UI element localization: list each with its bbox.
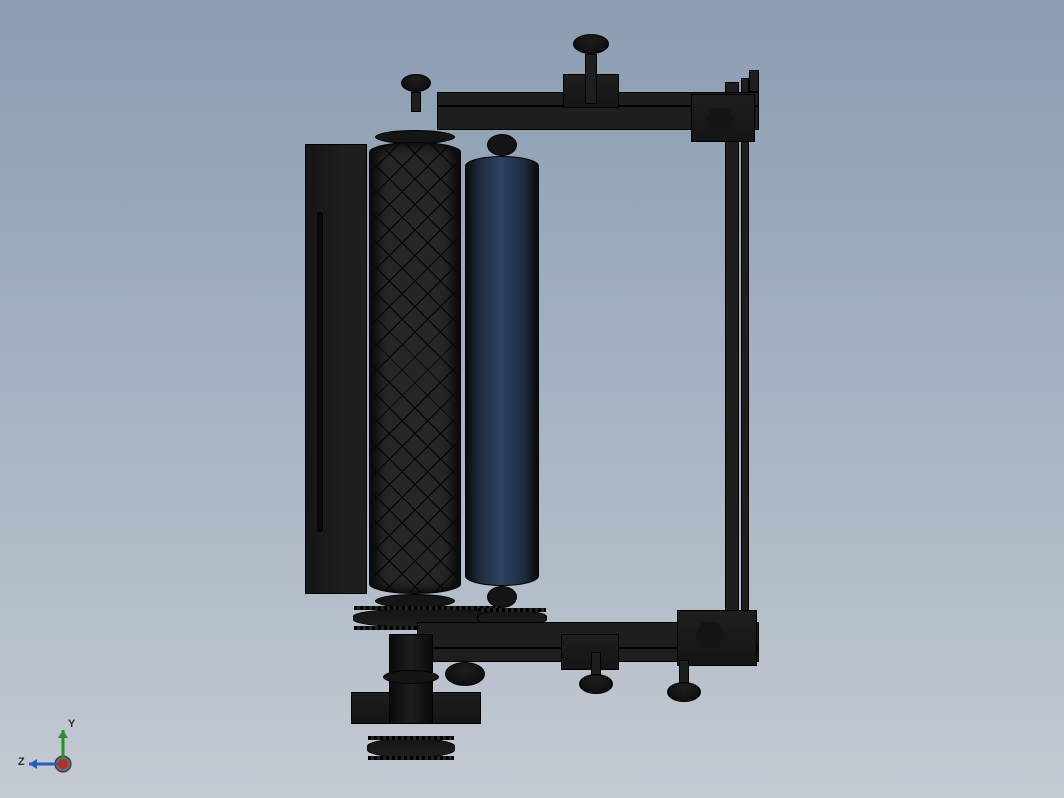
bottom-adjuster-block [561, 634, 619, 670]
axis-z-arrow [29, 759, 37, 769]
cad-viewport[interactable]: Y Z [0, 0, 1064, 798]
bottom-knob-2-stem [679, 660, 689, 684]
axis-triad-svg [18, 716, 88, 786]
axis-y-arrow [58, 730, 68, 738]
top-left-knob [401, 74, 431, 92]
rubber-roller-cap-top [487, 134, 517, 156]
bottom-knob-2 [667, 682, 701, 702]
right-vertical-bar-outer [741, 78, 749, 648]
bottom-knob-1-stem [591, 652, 601, 676]
right-vertical-bar-inner [725, 82, 739, 642]
bottom-shaft-ring [383, 670, 439, 684]
bottom-knob-1 [579, 674, 613, 694]
axis-triad[interactable]: Y Z [18, 716, 88, 786]
top-adjuster-stem [585, 54, 597, 104]
axis-z-label: Z [18, 756, 25, 768]
left-side-slot [317, 212, 323, 532]
rubber-roller [465, 156, 539, 586]
right-top-stud [749, 70, 759, 92]
bottom-side-knob [445, 662, 485, 686]
top-adjuster-knob [573, 34, 609, 54]
rubber-roller-cap-bottom [487, 586, 517, 608]
knurled-roller [369, 142, 461, 594]
left-side-plate [305, 144, 367, 594]
axis-x-dot [58, 759, 68, 769]
cad-model[interactable] [305, 34, 785, 778]
axis-y-label: Y [68, 718, 75, 730]
top-left-knob-stem [411, 92, 421, 112]
bottom-gear-wheel [367, 738, 455, 758]
